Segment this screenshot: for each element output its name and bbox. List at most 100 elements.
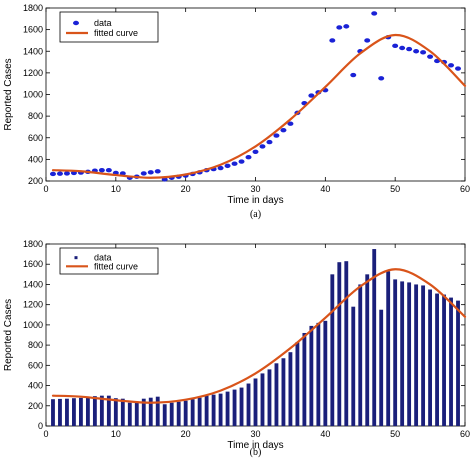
x-tick-label: 60 (460, 429, 470, 439)
x-tick-label: 60 (460, 184, 470, 194)
data-bar (204, 395, 209, 426)
legend-label: data (94, 18, 112, 28)
data-bar (379, 309, 384, 426)
data-point (427, 54, 434, 59)
data-point (308, 93, 315, 98)
data-point (280, 127, 287, 133)
x-tick-label: 30 (250, 184, 260, 194)
data-bar (351, 306, 356, 426)
data-bar (281, 358, 286, 426)
data-bar (358, 284, 363, 426)
legend-label: data (94, 253, 112, 263)
data-point (140, 171, 147, 176)
data-point (154, 169, 161, 174)
x-tick-label: 10 (111, 429, 121, 439)
y-tick-label: 800 (28, 340, 43, 350)
data-bar (197, 397, 202, 426)
data-bar (141, 398, 146, 426)
data-point (350, 72, 357, 78)
data-point (420, 50, 427, 55)
y-tick-label: 400 (28, 154, 43, 164)
data-bar (92, 396, 97, 426)
data-bar (211, 394, 216, 426)
data-bar (99, 395, 104, 426)
data-bar (295, 342, 300, 426)
x-tick-label: 50 (390, 429, 400, 439)
data-point (364, 38, 371, 43)
data-bar (148, 397, 153, 426)
data-point (399, 45, 406, 51)
x-tick-label: 40 (320, 184, 330, 194)
data-bar (449, 297, 453, 426)
data-point (147, 170, 154, 175)
data-point (266, 139, 273, 145)
data-point (224, 163, 231, 169)
data-bar (386, 271, 391, 426)
chart-panel-b: 0 10 20 30 40 50 60020040060080010001200140016… (3, 239, 470, 458)
data-point (343, 24, 350, 29)
data-bar (260, 373, 265, 426)
y-tick-label: 200 (28, 401, 43, 411)
y-tick-label: 1800 (23, 239, 43, 249)
data-bar (428, 289, 433, 426)
x-tick-label: 30 (250, 429, 260, 439)
data-bar (78, 397, 83, 426)
data-bar (246, 383, 251, 426)
data-bar (183, 400, 188, 426)
data-point (238, 159, 245, 164)
y-tick-label: 1400 (23, 279, 43, 289)
data-bar (400, 281, 405, 426)
legend-box (59, 11, 159, 43)
data-point (217, 165, 224, 171)
data-bar (225, 391, 230, 426)
data-bar (65, 398, 69, 426)
data-bar (344, 261, 349, 426)
data-point (63, 171, 70, 176)
y-tick-label: 1600 (23, 259, 43, 269)
x-tick-label: 10 (111, 184, 121, 194)
legend-label: fitted curve (94, 28, 138, 38)
data-bar (253, 378, 258, 426)
y-tick-label: 600 (28, 133, 43, 143)
y-tick-label: 0 (38, 421, 43, 431)
x-tick-label: 40 (320, 429, 330, 439)
data-bar (372, 249, 377, 426)
fitted-curve-line (51, 33, 467, 179)
data-bar (72, 398, 76, 426)
data-point (245, 155, 252, 160)
legend-label: fitted curve (94, 261, 138, 271)
data-point (336, 25, 343, 30)
data-bar (127, 402, 132, 426)
data-point (49, 171, 56, 177)
data-bar (330, 274, 335, 426)
panel-label: (a) (250, 209, 261, 220)
data-point (56, 171, 63, 176)
y-tick-label: 200 (28, 176, 43, 186)
data-bar (337, 262, 342, 426)
data-bar (309, 325, 314, 426)
data-bar (442, 294, 446, 426)
data-bar (302, 332, 307, 426)
data-bar (85, 397, 90, 426)
data-bar (421, 285, 426, 426)
data-bar (288, 352, 293, 426)
data-point (392, 43, 399, 49)
panel-label: (b) (250, 447, 262, 458)
x-tick-label: 0 (43, 184, 48, 194)
data-bar (274, 363, 279, 426)
data-bar (267, 369, 272, 426)
x-tick-label: 50 (390, 184, 400, 194)
data-bar (456, 300, 460, 426)
y-tick-label: 1800 (23, 3, 43, 13)
y-tick-label: 1000 (23, 90, 43, 100)
data-bar (414, 284, 419, 426)
data-bar (58, 398, 62, 426)
y-tick-label: 800 (28, 111, 43, 121)
data-point (329, 38, 336, 43)
data-bar (407, 282, 412, 426)
data-point (413, 49, 420, 54)
legend-marker-data (74, 256, 78, 260)
data-point (273, 133, 280, 138)
data-bar (190, 399, 195, 426)
